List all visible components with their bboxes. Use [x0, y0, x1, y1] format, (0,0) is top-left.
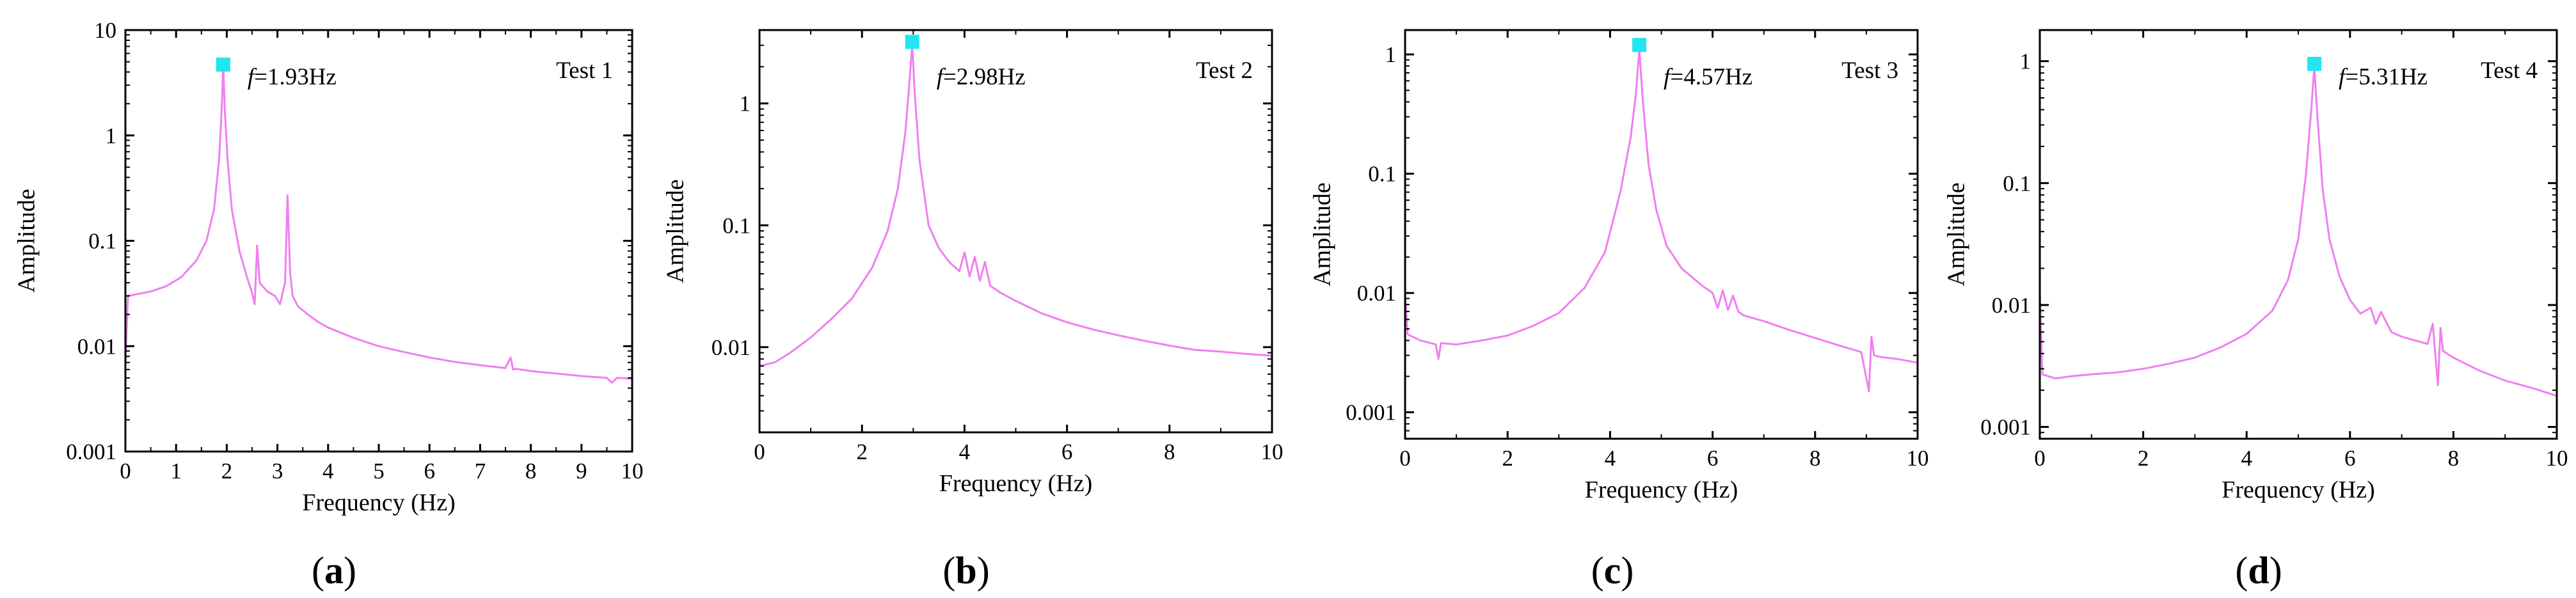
peak-annotation: f=4.57Hz: [1664, 64, 1753, 90]
test-label: Test 1: [556, 58, 613, 84]
x-tick-label: 4: [322, 459, 334, 484]
peak-marker-b: [905, 35, 919, 49]
caption-open-paren: (: [312, 549, 324, 592]
chart-panel-a: 0 1 2 3 4 5 6 7 8 9 10 0.001 0.01 0.1 1 10 Frequency (Hz…: [13, 18, 643, 592]
y-tick-label: 1: [740, 91, 751, 116]
caption-letter: a: [324, 549, 344, 592]
plot-frame-c: [1404, 29, 1919, 440]
test-label: Test 2: [1196, 58, 1253, 84]
caption-letter: d: [2248, 549, 2269, 592]
chart-panel-c: 0 2 4 6 8 10 0.001 0.01 0.1 1 Frequency (Hz) Amplit…: [1308, 29, 1929, 592]
chart-panel-b: 0 2 4 6 8 10 0.01 0.1 1 Frequency (Hz) Amplitude f=…: [662, 29, 1284, 592]
spectrum-line-c-0: [1404, 48, 1918, 393]
y-axis-label: Amplitude: [13, 189, 40, 293]
x-tick-label: 10: [1261, 439, 1284, 464]
x-tick-label: 2: [221, 459, 233, 484]
x-tick-label: 3: [272, 459, 283, 484]
caption-letter: c: [1604, 549, 1621, 592]
caption-letter: b: [955, 549, 976, 592]
plot-frame-a: [124, 29, 633, 453]
chart-panel-d: 0 2 4 6 8 10 0.001 0.01 0.1 1 Frequency (Hz) Amplit…: [1943, 29, 2568, 592]
x-tick-label: 9: [576, 459, 587, 484]
caption-open-paren: (: [2235, 549, 2248, 592]
peak-annotation: f=1.93Hz: [248, 64, 337, 90]
annotation-frequency-value: =1.93Hz: [254, 64, 337, 90]
y-tick-label: 1: [2020, 49, 2031, 74]
spectrum-line-b-0: [759, 44, 1273, 367]
caption-close-paren: ): [344, 549, 356, 592]
y-tick-label: 1: [106, 123, 117, 148]
y-tick-label: 0.01: [1357, 281, 1396, 306]
y-tick-label: 0.1: [1368, 162, 1396, 187]
caption-close-paren: ): [977, 549, 990, 592]
panel-caption: (a): [312, 549, 356, 592]
y-tick-label: 0.001: [66, 439, 116, 464]
caption-close-paren: ): [2270, 549, 2282, 592]
x-tick-label: 8: [2448, 446, 2460, 471]
test-label: Test 3: [1841, 58, 1898, 84]
y-tick-label: 10: [94, 18, 116, 43]
panel-caption: (b): [942, 549, 989, 592]
annotation-frequency-value: =4.57Hz: [1670, 64, 1753, 90]
annotation-frequency-value: =5.31Hz: [2345, 64, 2428, 90]
x-tick-label: 10: [621, 459, 644, 484]
y-tick-label: 0.01: [1992, 293, 2031, 318]
x-tick-label: 8: [1809, 446, 1821, 471]
x-tick-label: 8: [525, 459, 537, 484]
y-tick-label: 0.01: [712, 335, 751, 360]
x-tick-label: 1: [170, 459, 182, 484]
caption-open-paren: (: [942, 549, 955, 592]
x-tick-label: 0: [754, 439, 765, 464]
y-axis-label: Amplitude: [1943, 182, 1969, 287]
annotation-frequency-value: =2.98Hz: [943, 64, 1026, 90]
test-label: Test 4: [2481, 58, 2538, 84]
x-tick-label: 6: [1707, 446, 1719, 471]
peak-annotation: f=2.98Hz: [937, 64, 1026, 90]
spectrum-line-d-0: [2039, 65, 2557, 397]
y-axis-label: Amplitude: [662, 179, 688, 283]
x-tick-label: 2: [856, 439, 868, 464]
y-axis-label: Amplitude: [1308, 182, 1335, 287]
panel-caption: (d): [2235, 549, 2282, 592]
peak-marker-c: [1632, 38, 1647, 52]
peak-marker-d: [2307, 56, 2322, 71]
x-tick-label: 8: [1164, 439, 1175, 464]
x-tick-label: 6: [1061, 439, 1073, 464]
peak-annotation: f=5.31Hz: [2339, 64, 2428, 90]
caption-close-paren: ): [1621, 549, 1634, 592]
x-tick-label: 0: [2034, 446, 2046, 471]
y-tick-label: 1: [1385, 42, 1397, 67]
caption-open-paren: (: [1591, 549, 1604, 592]
x-tick-label: 4: [2241, 446, 2252, 471]
panel-caption: (c): [1591, 549, 1634, 592]
spectrum-line-a-0: [124, 63, 633, 384]
x-axis-label: Frequency (Hz): [2222, 476, 2375, 503]
x-tick-label: 10: [1907, 446, 1929, 471]
x-tick-label: 5: [373, 459, 385, 484]
x-tick-label: 4: [959, 439, 971, 464]
plot-frame-b: [758, 29, 1273, 434]
x-axis-label: Frequency (Hz): [1585, 476, 1738, 503]
y-tick-label: 0.1: [722, 213, 751, 238]
x-tick-label: 6: [424, 459, 435, 484]
x-tick-label: 4: [1605, 446, 1616, 471]
x-tick-label: 6: [2344, 446, 2356, 471]
y-tick-label: 0.01: [77, 334, 116, 359]
x-tick-label: 10: [2546, 446, 2568, 471]
y-tick-label: 0.1: [88, 229, 116, 254]
y-tick-label: 0.001: [1346, 400, 1396, 425]
peak-marker-a: [216, 58, 230, 72]
x-axis-label: Frequency (Hz): [939, 470, 1093, 497]
x-tick-label: 7: [475, 459, 486, 484]
x-tick-label: 2: [2138, 446, 2149, 471]
x-axis-label: Frequency (Hz): [302, 489, 456, 516]
x-tick-label: 0: [1399, 446, 1411, 471]
x-tick-label: 2: [1502, 446, 1513, 471]
y-tick-label: 0.001: [1980, 415, 2031, 440]
x-tick-label: 0: [120, 459, 131, 484]
y-tick-label: 0.1: [2003, 171, 2031, 196]
